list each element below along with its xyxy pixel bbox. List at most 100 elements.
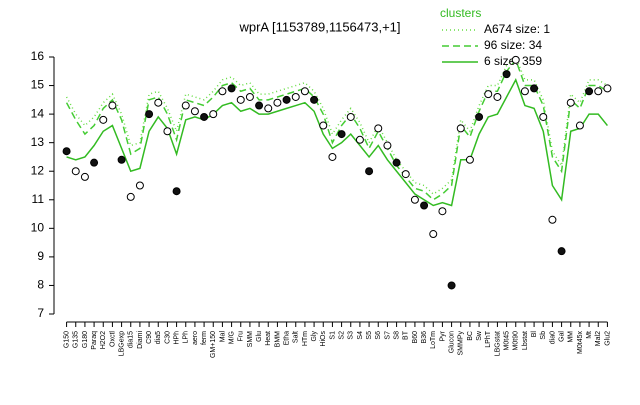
data-point [420,201,429,210]
data-point [145,110,154,119]
x-tick-label: HiOs [320,331,327,347]
x-tick-label: M0t90 [513,331,520,351]
data-point [520,87,529,96]
x-tick-label: Glu2 [604,331,611,346]
x-tick-label: S3 [348,331,355,340]
x-tick-label: LBGexp [118,331,125,356]
data-point [337,130,346,139]
x-tick-label: C30 [164,331,171,344]
data-point [71,167,80,176]
x-tick-label: S7 [384,331,391,340]
data-point [465,155,474,164]
data-point [310,95,319,104]
data-point [319,121,328,130]
data-point [236,95,245,104]
x-tick-label: dia15 [128,331,135,348]
x-tick-label: Paraq [91,331,98,350]
x-tick-label: BMM [274,331,281,348]
x-tick-label: Oxctl [109,331,116,347]
data-point [291,92,300,101]
x-tick-label: ferm [201,331,208,345]
data-point [135,181,144,190]
data-point [475,112,484,121]
y-tick-label: 9 [37,249,44,263]
data-point [108,101,117,110]
data-point [575,121,584,130]
data-point [328,152,337,161]
y-tick-label: 10 [31,221,45,235]
x-tick-label: Pyr [439,330,446,341]
x-tick-label: M0t45 [503,331,510,351]
x-tick-label: S5 [366,331,373,340]
data-point [429,230,438,239]
x-tick-label: dia5 [155,331,162,344]
data-point [209,110,218,119]
data-point [585,87,594,96]
data-point [456,124,465,133]
data-point [594,87,603,96]
x-tick-label: Salt [293,331,300,343]
series-line [66,77,609,207]
legend-title: clusters [440,6,481,20]
x-tick-label: dia0 [549,331,556,344]
data-point [438,207,447,216]
y-tick-label: 7 [37,306,44,320]
x-tick-label: LBGstat [494,331,501,356]
x-tick-label: B36 [421,331,428,344]
y-tick-label: 14 [31,106,45,120]
data-point [300,87,309,96]
x-tick-label: Mal [219,331,226,343]
x-tick-label: Sw [476,330,483,341]
x-tick-label: Heat [265,331,272,346]
x-tick-label: S1 [329,331,336,340]
data-point [282,95,291,104]
x-tick-label: LPhT [485,330,492,347]
x-tick-label: H2O2 [100,331,107,349]
x-tick-label: HTm [302,331,309,346]
data-point [530,84,539,93]
x-tick-label: S6 [375,331,382,340]
data-point [200,112,209,121]
data-point [355,135,364,144]
data-point [539,112,548,121]
data-point [154,98,163,107]
x-tick-label: G180 [82,331,89,348]
x-tick-label: B60 [412,331,419,344]
data-point [383,141,392,150]
x-tick-label: Glucon [448,331,455,353]
x-tick-label: aero [192,331,199,345]
y-tick-label: 13 [31,135,45,149]
x-tick-label: SMM [247,331,254,348]
data-point [255,101,264,110]
y-tick-label: 8 [37,278,44,292]
data-point [502,70,511,79]
data-point [218,87,227,96]
data-point [346,112,355,121]
data-point [172,187,181,196]
data-point [484,90,493,99]
data-point [117,155,126,164]
data-point [392,158,401,167]
data-point [410,195,419,204]
data-point [90,158,99,167]
x-tick-label: Sb [540,331,547,340]
data-point [365,167,374,176]
x-tick-label: BT [403,330,410,340]
data-point [181,101,190,110]
x-tick-label: S2 [338,331,345,340]
y-tick-label: 12 [31,163,45,177]
legend-label: A674 size: 1 [484,22,550,36]
x-tick-label: HPh [173,331,180,345]
data-point [80,172,89,181]
data-point [566,98,575,107]
data-point [264,104,273,113]
data-point [447,281,456,290]
data-point [227,84,236,93]
x-tick-label: Etha [283,331,290,346]
x-tick-label: LoTm [430,331,437,349]
y-tick-label: 16 [31,49,45,63]
x-tick-label: Gal [558,331,565,342]
data-point [190,107,199,116]
series-line [65,55,608,196]
